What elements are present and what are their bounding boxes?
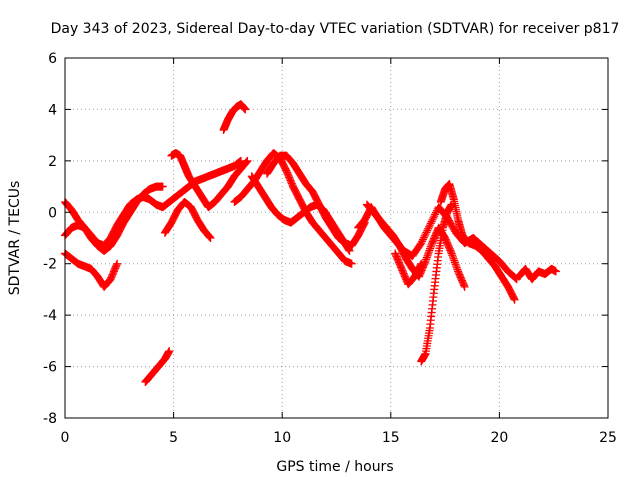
data-point [429,213,438,222]
data-point [112,261,121,270]
data-point [420,258,429,267]
data-point [449,254,458,263]
series-track-c [61,249,122,291]
series-track-m [391,249,426,289]
grid [65,58,608,418]
data-point [345,246,354,255]
data-point [427,240,436,249]
data-point [551,267,560,276]
data-point [417,239,426,248]
x-tick-label: 25 [599,430,617,446]
data-point [418,237,427,246]
data-point [428,215,437,224]
data-point [425,221,434,230]
data-point [424,248,433,257]
y-tick-label: 6 [48,51,57,67]
data-point [422,228,431,237]
data-point [418,235,427,244]
series-track-f [167,149,252,212]
series-track-l [362,200,469,291]
y-axis-title: SDTVAR / TECUs [7,181,23,296]
data-point [450,256,459,265]
series-track-d [141,347,174,386]
y-tick-label: -2 [43,257,57,273]
data-point [113,259,122,268]
series-track-j [247,172,354,255]
data-point [451,260,460,269]
data-point [431,210,440,219]
plot-frame [64,57,609,419]
y-tick-label: -8 [43,411,57,427]
data-point [450,258,459,267]
data-point [422,253,431,262]
data-point [421,230,430,239]
data-point [165,347,174,356]
data-point [448,251,457,260]
series-track-o [436,180,519,304]
data-point [158,182,167,191]
y-tick-label: 4 [48,102,57,118]
data-point [511,273,520,282]
y-tick-label: -4 [43,308,57,324]
axis-ticks: 0 5 10 15 20 25 -8 -6 -4 -2 0 2 4 6 [43,51,617,446]
data-point [347,259,356,268]
x-tick-label: 20 [490,430,508,446]
data-point [426,244,435,253]
data-point [510,295,519,304]
data-point [421,257,430,266]
data-point [422,255,431,264]
data-point [344,245,353,254]
data-point [426,219,435,228]
series-track-p [514,264,560,284]
data-point [420,231,429,240]
data-points [61,100,560,386]
data-point [419,233,428,242]
data-point [206,234,215,242]
data-point [417,259,426,268]
x-tick-label: 10 [273,430,291,446]
y-tick-label: 0 [48,205,57,221]
series-track-e [160,198,215,242]
data-point [242,158,251,167]
data-point [205,232,214,241]
x-tick-label: 0 [61,430,70,446]
data-point [452,262,461,271]
data-point [205,233,214,242]
data-point [447,249,456,258]
data-point [430,212,439,221]
data-point [460,282,469,291]
data-point [427,217,436,226]
data-point [509,294,518,303]
data-point [423,226,432,235]
y-tick-label: -6 [43,360,57,376]
data-point [453,265,462,274]
data-point [424,249,433,258]
chart-title: Day 343 of 2023, Sidereal Day-to-day VTE… [51,21,620,37]
data-point [452,263,461,272]
data-point [242,157,251,166]
series-track-b [61,182,167,255]
data-point [425,246,434,255]
series-track-n [417,200,456,366]
x-axis-title: GPS time / hours [276,459,393,475]
series-track-i [262,151,369,250]
x-tick-label: 15 [382,430,400,446]
data-point [459,281,468,290]
data-point [243,156,252,165]
data-point [425,222,434,231]
data-point [424,224,433,233]
data-point [426,242,435,251]
data-point [448,253,457,262]
data-point [416,261,425,269]
series-track-g [219,100,250,134]
data-point [423,251,432,260]
y-tick-label: 2 [48,154,57,170]
x-tick-label: 5 [169,430,178,446]
data-point [431,208,440,217]
data-point [241,105,250,114]
data-point [446,247,455,256]
